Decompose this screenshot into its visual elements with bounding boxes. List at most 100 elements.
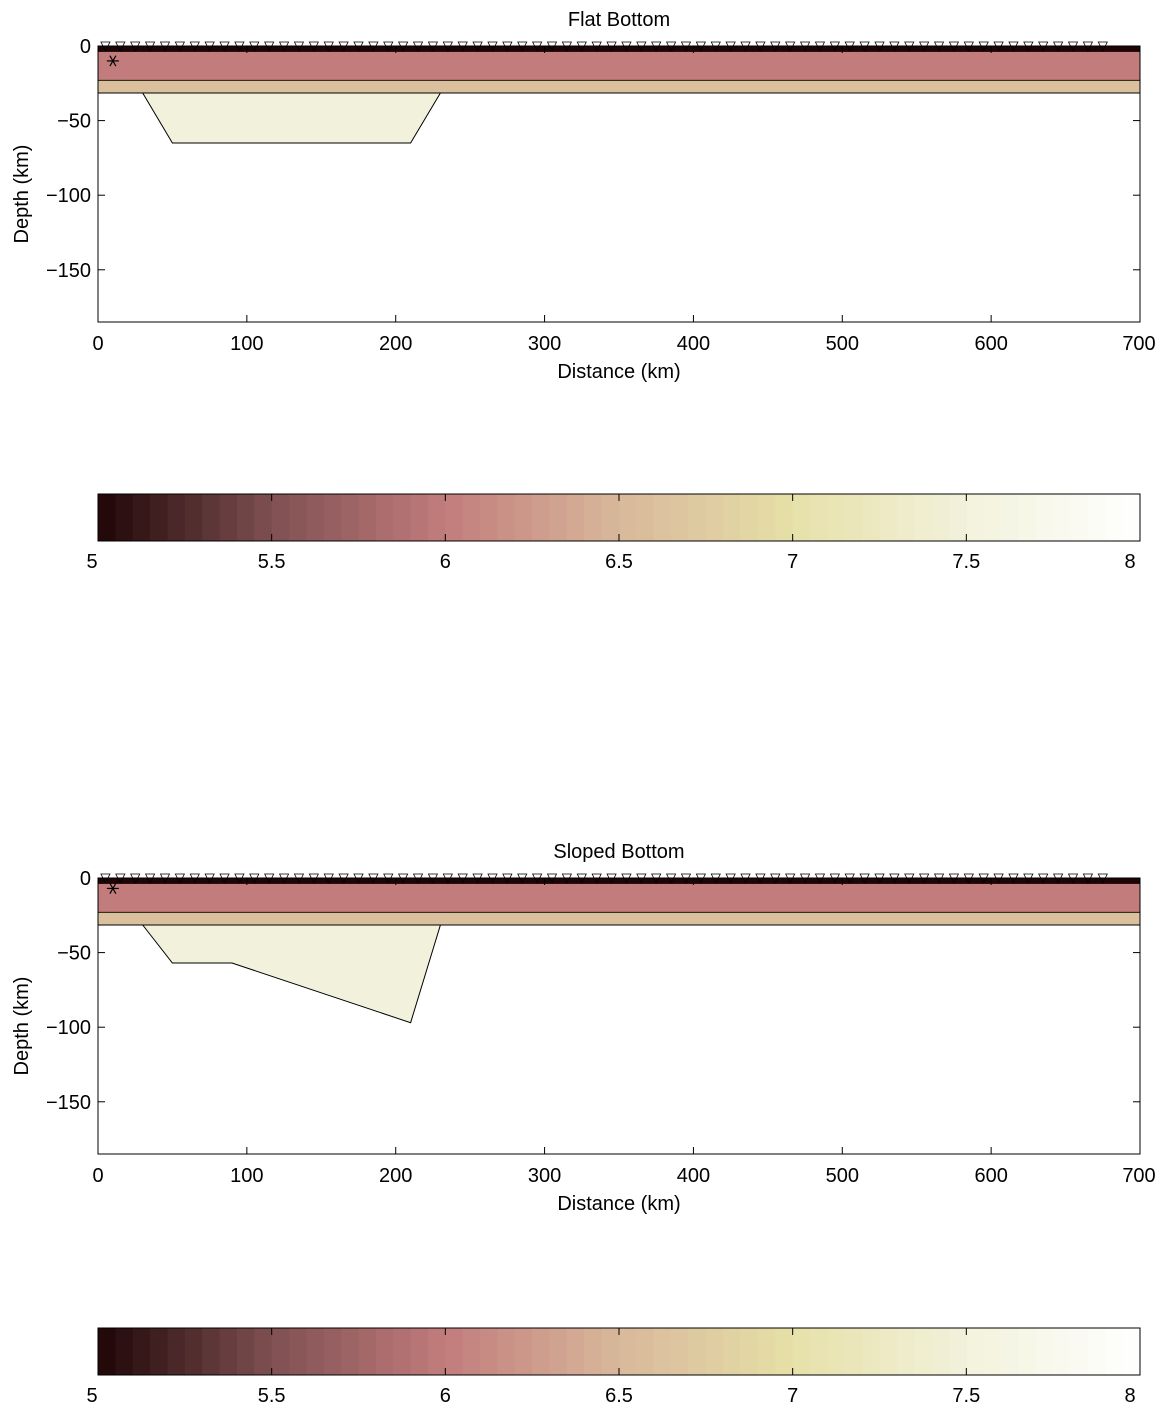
x-tick-label: 400 (677, 333, 710, 355)
colorbar-swatch (167, 1328, 186, 1375)
colorbar-swatch (966, 1328, 985, 1375)
colorbar-swatch (271, 1328, 290, 1375)
colorbar-swatch (948, 1328, 967, 1375)
colorbar-swatch (688, 494, 707, 541)
colorbar-swatch (532, 494, 551, 541)
colorbar-swatch (219, 494, 238, 541)
colorbar-swatch (323, 1328, 342, 1375)
colorbar-swatch (862, 1328, 881, 1375)
colorbar-swatch (879, 494, 898, 541)
colorbar-swatch (358, 1328, 377, 1375)
colorbar-swatch (1122, 1328, 1141, 1375)
colorbar-swatch (896, 494, 915, 541)
colorbar-swatch (341, 1328, 360, 1375)
colorbar-swatch (445, 1328, 464, 1375)
colorbar-swatch (966, 494, 985, 541)
x-tick-label: 700 (1122, 1165, 1155, 1187)
colorbar-swatch (844, 1328, 863, 1375)
colorbar-swatch (827, 494, 846, 541)
colorbar-swatch (775, 494, 794, 541)
x-axis-label: Distance (km) (557, 361, 680, 383)
plot-frame (97, 877, 1141, 1155)
colorbar-swatch (497, 494, 516, 541)
colorbar-swatch (184, 1328, 203, 1375)
colorbar-swatch (1122, 494, 1141, 541)
colorbar-tick-label: 6 (440, 551, 451, 573)
colorbar-swatch (427, 494, 446, 541)
sloped-bottom-colorbar: 5 5.5 6 6.5 7 7.5 8 (86, 1327, 1141, 1407)
colorbar-tick-label: 6 (440, 1385, 451, 1407)
colorbar-swatch (879, 1328, 898, 1375)
x-axis-label: Distance (km) (557, 1193, 680, 1215)
colorbar-swatch (410, 494, 429, 541)
colorbar-swatch (584, 1328, 603, 1375)
colorbar-swatch (271, 494, 290, 541)
colorbar-swatch (1001, 494, 1020, 541)
source-marker (106, 55, 119, 67)
colorbar-swatch (497, 1328, 516, 1375)
colorbar-swatch (792, 1328, 811, 1375)
colorbar-swatch (115, 1328, 134, 1375)
colorbar-swatch (462, 1328, 481, 1375)
colorbar-swatch (167, 494, 186, 541)
colorbar-swatch (1035, 494, 1054, 541)
flat-bottom-plot: 0 100 200 300 400 500 600 700 0 −50 −100 −150 Flat B… (11, 9, 1156, 383)
lower-crust (98, 912, 1140, 925)
colorbar-swatch (393, 1328, 412, 1375)
x-tick-label: 100 (230, 333, 263, 355)
colorbar-tick-label: 7.5 (952, 551, 980, 573)
x-tick-label: 400 (677, 1165, 710, 1187)
x-tick-label: 300 (528, 1165, 561, 1187)
colorbar-swatch (480, 1328, 499, 1375)
colorbar-swatch (601, 1328, 620, 1375)
colorbar-swatch (1087, 494, 1106, 541)
colorbar-swatch (236, 1328, 255, 1375)
colorbar-swatch (931, 494, 950, 541)
y-tick-label: −50 (57, 943, 91, 965)
colorbar-swatch (306, 494, 325, 541)
colorbar-swatch (584, 494, 603, 541)
sloped-bottom-plot: 0 100 200 300 400 500 600 700 0 −50 −100 −150 Sloped… (11, 841, 1156, 1215)
colorbar-tick-label: 7.5 (952, 1385, 980, 1407)
colorbar-swatch (1087, 1328, 1106, 1375)
colorbar-swatch (115, 494, 134, 541)
colorbar-swatch (132, 1328, 151, 1375)
colorbar-swatch (375, 1328, 394, 1375)
colorbar-swatch (792, 494, 811, 541)
y-axis-label: Depth (km) (11, 977, 33, 1076)
colorbar-swatch (532, 1328, 551, 1375)
colorbar-swatch (896, 1328, 915, 1375)
colorbar-swatch (705, 494, 724, 541)
colorbar-swatch (375, 494, 394, 541)
upper-crust (98, 883, 1140, 913)
x-tick-label: 0 (92, 333, 103, 355)
colorbar-swatch (1035, 1328, 1054, 1375)
colorbar-swatch (653, 1328, 672, 1375)
colorbar-swatch (1053, 1328, 1072, 1375)
anomaly-body (141, 924, 442, 1024)
colorbar-swatch (1018, 494, 1037, 541)
colorbar-swatch (636, 494, 655, 541)
colorbar-tick-label: 7 (787, 1385, 798, 1407)
colorbar-swatch (219, 1328, 238, 1375)
colorbar-swatch (289, 494, 307, 541)
colorbar-swatch (410, 1328, 429, 1375)
colorbar-swatch (202, 1328, 221, 1375)
colorbar-swatch (757, 494, 776, 541)
colorbar-tick-label: 5 (86, 1385, 97, 1407)
y-tick-label: 0 (80, 36, 91, 58)
lower-crust (98, 80, 1140, 93)
x-tick-label: 700 (1122, 333, 1155, 355)
colorbar-swatch (202, 494, 221, 541)
colorbar-tick-label: 5.5 (258, 1385, 286, 1407)
colorbar-tick-label: 8 (1124, 1385, 1135, 1407)
colorbar-swatch (1105, 1328, 1124, 1375)
colorbar-swatch (619, 494, 637, 541)
top-layer (98, 878, 1140, 884)
anomaly-body (141, 92, 442, 144)
colorbar-swatch (775, 1328, 794, 1375)
y-tick-label: −100 (46, 185, 91, 207)
colorbar-swatch (740, 494, 759, 541)
colorbar-swatch (427, 1328, 446, 1375)
colorbar-swatch (549, 1328, 568, 1375)
